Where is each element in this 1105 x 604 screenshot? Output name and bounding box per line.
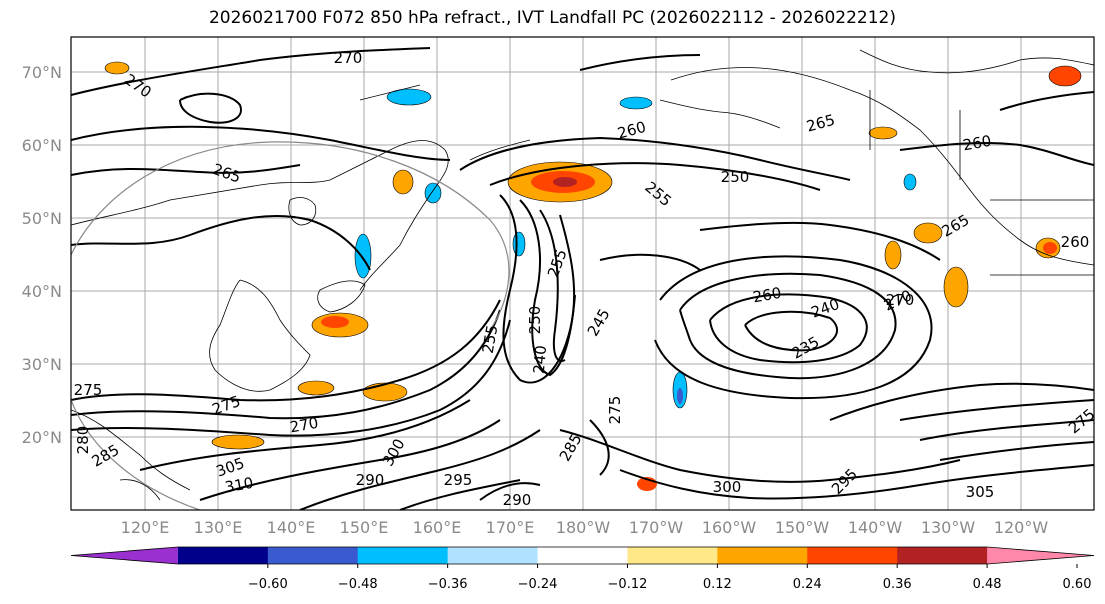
contour-label: 270: [288, 414, 319, 437]
colorbar-tick-label: 0.60: [1063, 577, 1092, 592]
longitude-labels: 120°E 130°E 140°E 150°E 160°E 170°E 180°W 170°W…: [121, 518, 1049, 537]
colorbar-swatch: [447, 547, 539, 564]
latitude-label: 20°N: [22, 428, 62, 447]
contour-label: 255: [479, 323, 502, 354]
colorbar-swatch: [267, 547, 359, 564]
latitude-label: 50°N: [22, 209, 62, 228]
colorbar-outline: [70, 546, 1095, 565]
colorbar-swatch: [357, 547, 449, 564]
colorbar-swatch: [807, 547, 898, 564]
colorbar-tick-label: 0.48: [973, 577, 1002, 592]
longitude-label: 120°W: [994, 518, 1049, 537]
latitude-label: 40°N: [22, 282, 62, 301]
refractivity-contours: [71, 47, 1094, 510]
longitude-label: 180°W: [556, 518, 611, 537]
contour-label: 290: [503, 491, 532, 509]
colorbar-tick-label: 0.36: [883, 577, 912, 592]
shaded-anomalies: [104, 61, 1082, 491]
longitude-label: 140°W: [848, 518, 903, 537]
coastlines: [71, 49, 1094, 501]
longitude-label: 120°E: [121, 518, 170, 537]
longitude-label: 150°E: [340, 518, 389, 537]
contour-label: 250: [721, 168, 750, 186]
colorbar-extension-low: [71, 547, 178, 564]
colorbar-swatch: [537, 547, 628, 564]
colorbar-extension-high: [987, 547, 1094, 564]
contour-label: 290: [356, 471, 385, 489]
contour-label: 305: [966, 483, 995, 501]
projection-circle: [71, 141, 510, 331]
colorbar: −0.60 −0.48 −0.36 −0.24 −0.12 0.12 0.24 0.36 0.4…: [70, 546, 1095, 592]
longitude-label: 130°E: [194, 518, 243, 537]
contour-label: 275: [74, 381, 103, 399]
contour-label: 260: [1061, 233, 1090, 251]
contour-label: 280: [74, 426, 92, 455]
colorbar-swatch: [717, 547, 808, 564]
colorbar-swatch: [897, 547, 988, 564]
longitude-label: 160°E: [413, 518, 462, 537]
colorbar-tick-label: −0.24: [518, 577, 558, 592]
contour-label: 295: [444, 471, 473, 489]
map-title: 2026021700 F072 850 hPa refract., IVT La…: [208, 8, 896, 28]
colorbar-tick-label: 0.24: [793, 577, 822, 592]
contour-label: 260: [961, 132, 992, 155]
contour-label: 240: [530, 345, 550, 375]
longitude-label: 130°W: [921, 518, 976, 537]
longitude-label: 160°W: [702, 518, 757, 537]
contour-label: 250: [526, 306, 544, 335]
contour-label: 270: [334, 49, 363, 67]
colorbar-swatch: [627, 547, 718, 564]
longitude-label: 170°E: [486, 518, 535, 537]
longitude-label: 140°E: [267, 518, 316, 537]
longitude-label: 150°W: [775, 518, 830, 537]
latitude-label: 60°N: [22, 136, 62, 155]
latitude-labels: 70°N 60°N 50°N 40°N 30°N 20°N: [22, 63, 62, 447]
contour-label: 310: [223, 474, 254, 497]
contour-label: 275: [606, 396, 624, 425]
colorbar-tick-label: −0.60: [248, 577, 288, 592]
latitude-label: 30°N: [22, 355, 62, 374]
map-frame: [70, 36, 1095, 511]
colorbar-tick-label: −0.48: [338, 577, 378, 592]
contour-label: 300: [713, 478, 742, 496]
colorbar-swatch: [177, 547, 269, 564]
latitude-label: 70°N: [22, 63, 62, 82]
contour-label: 270: [886, 291, 915, 309]
contour-label: 260: [751, 284, 782, 307]
longitude-label: 170°W: [629, 518, 684, 537]
colorbar-tick-label: 0.12: [703, 577, 732, 592]
colorbar-tick-label: −0.12: [608, 577, 648, 592]
colorbar-tick-label: −0.36: [428, 577, 468, 592]
